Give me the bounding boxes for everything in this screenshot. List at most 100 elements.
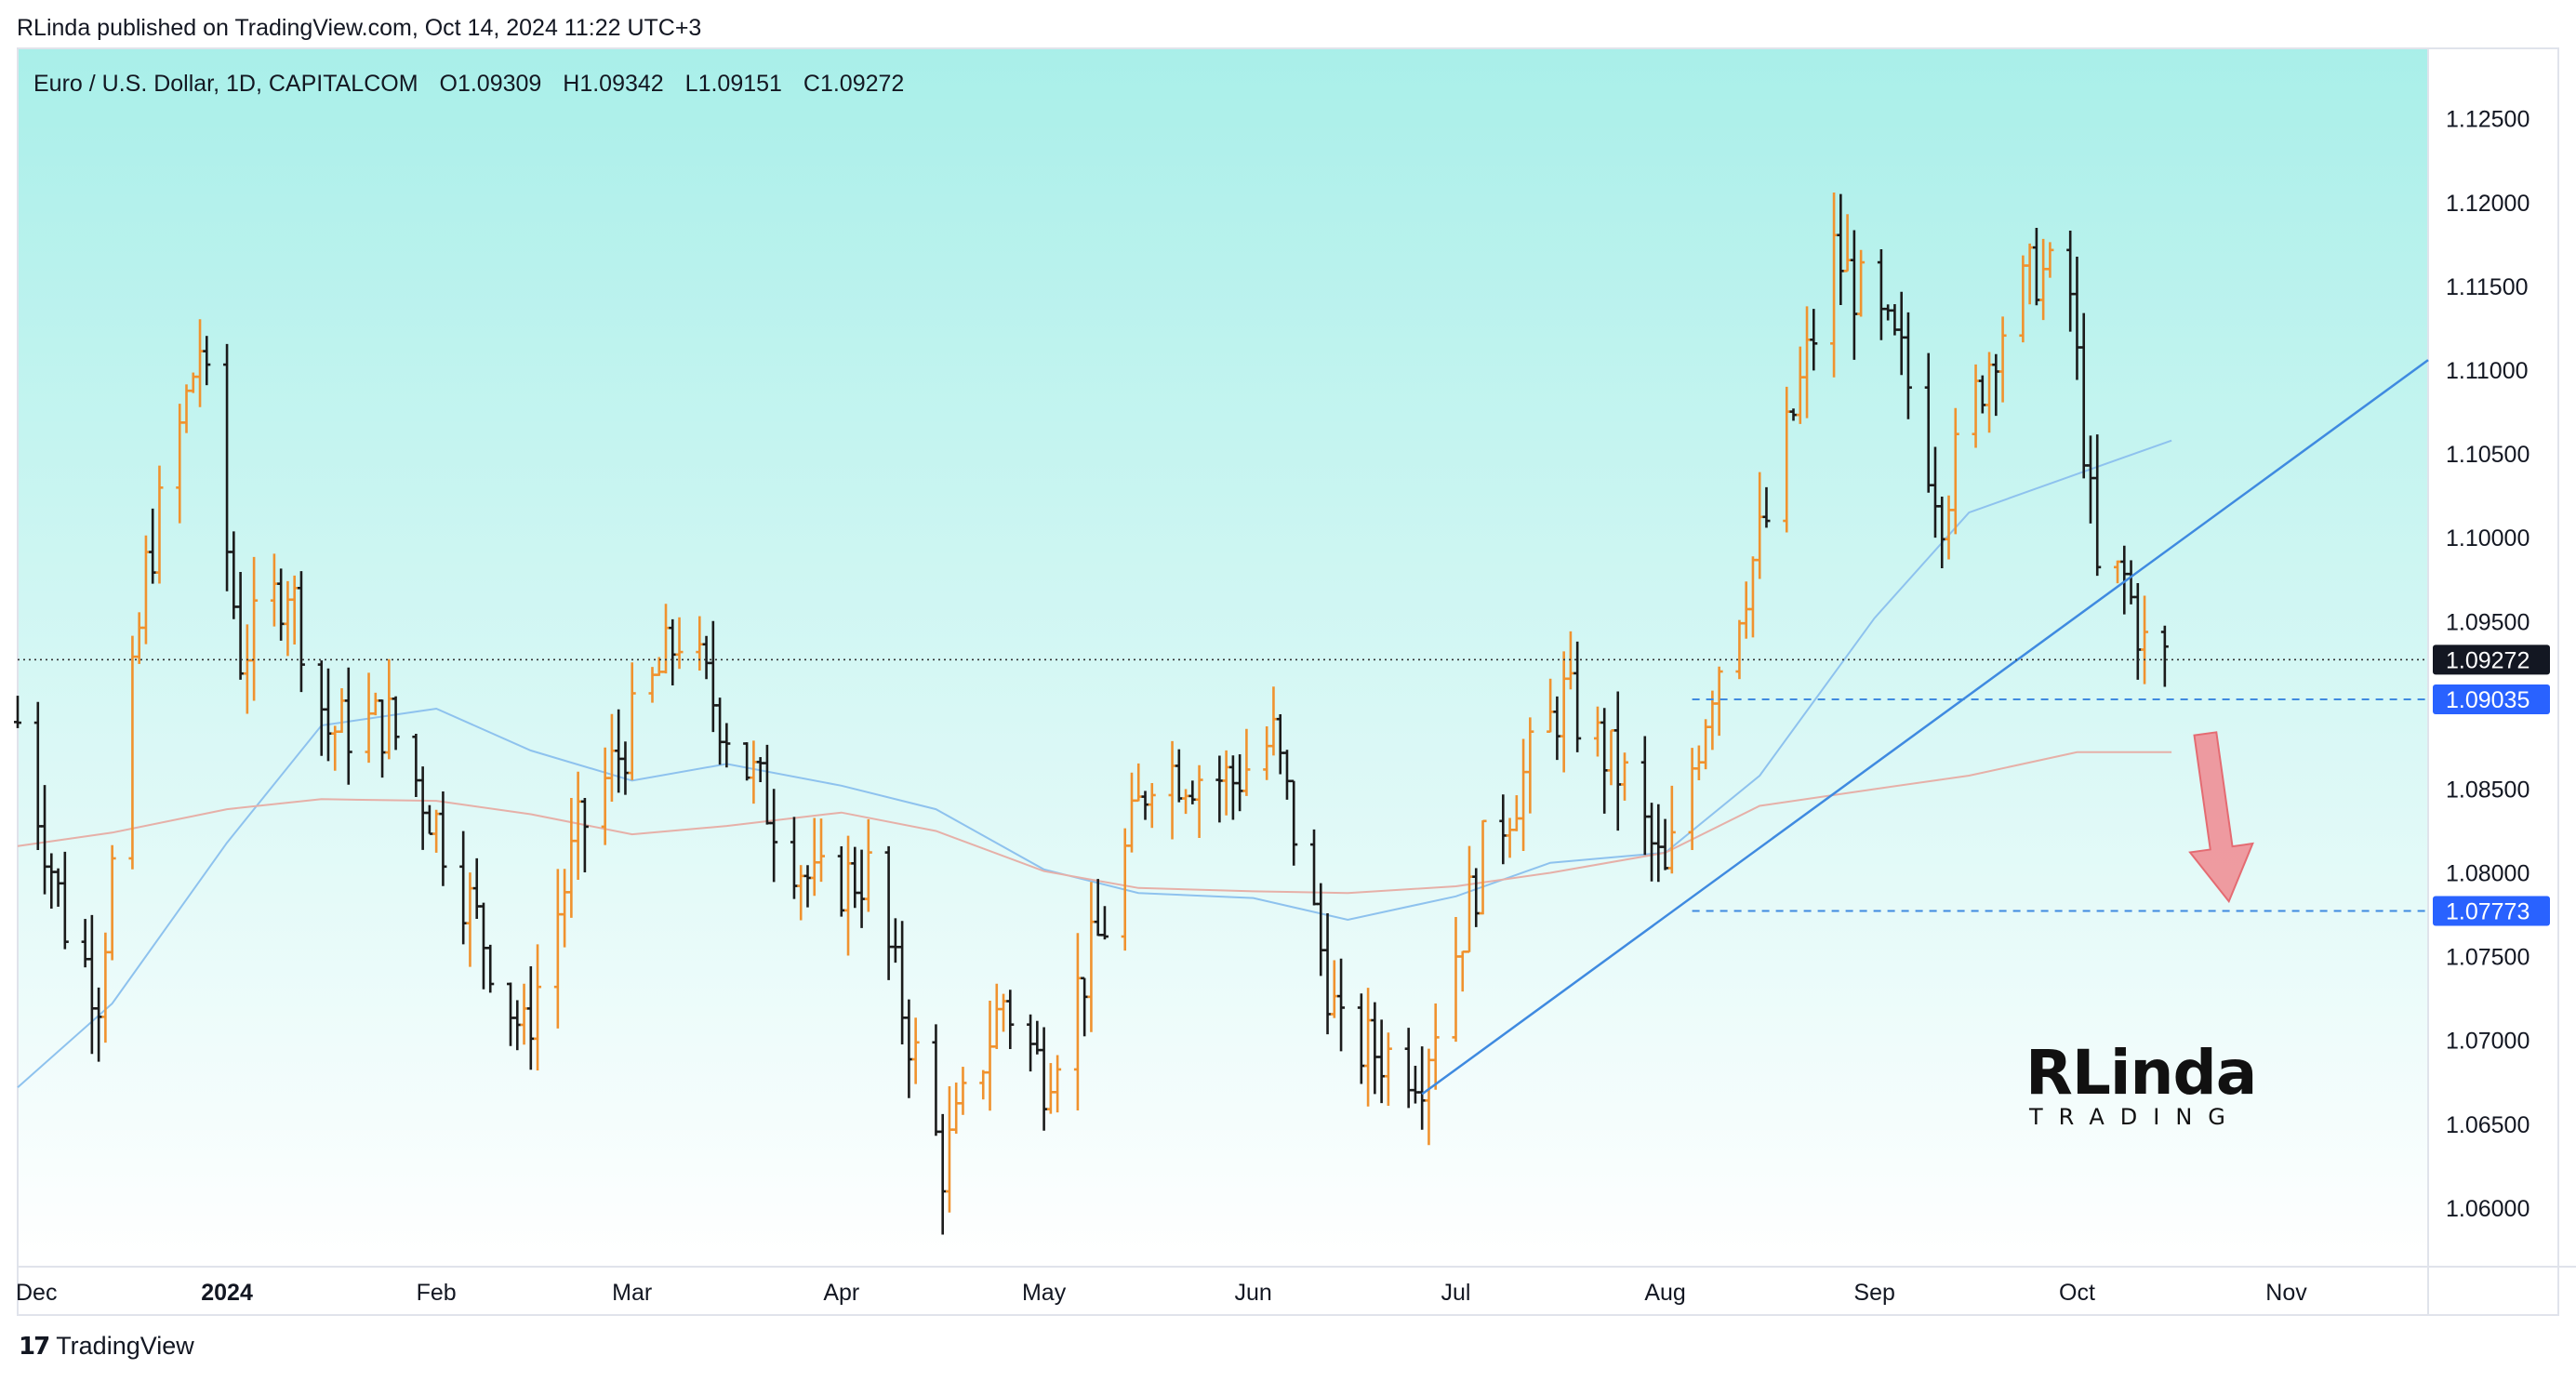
ohlc-bar: [1857, 249, 1866, 317]
ohlc-bar: [1762, 486, 1771, 528]
ohlc-bar: [1479, 819, 1487, 915]
ohlc-bar: [534, 944, 542, 1071]
ohlc-bar: [1621, 752, 1628, 801]
watermark-line2: TRADING: [2029, 1104, 2241, 1130]
time-tick-label: Feb: [417, 1280, 457, 1306]
ohlc-bar: [297, 571, 305, 693]
ohlc-bar: [2046, 242, 2054, 278]
price-axis[interactable]: 1.12500 1.12000 1.11500 1.11000 1.10500 1.100…: [2433, 107, 2550, 1222]
ohlc-bar: [1431, 1003, 1440, 1090]
ohlc-bar: [2141, 595, 2149, 684]
price-tick-label: 1.10000: [2446, 525, 2530, 551]
level-price-label-bg: [2433, 684, 2550, 715]
ohlc-bar: [1006, 990, 1015, 1050]
time-tick-label: Sep: [1853, 1280, 1894, 1306]
time-tick-label: Aug: [1644, 1280, 1685, 1306]
price-tick-label: 1.11500: [2446, 274, 2529, 300]
ohlc-bar: [108, 844, 116, 961]
ohlc-bar: [959, 1067, 967, 1115]
time-tick-label: Oct: [2059, 1280, 2095, 1306]
moving-average-fast: [17, 439, 2172, 1088]
ohlc-bar: [628, 662, 636, 780]
ohlc-bar: [1100, 906, 1109, 940]
level-price-label-bg: [2433, 896, 2550, 926]
ohlc-bar: [1054, 1055, 1062, 1113]
price-tick-label: 1.09500: [2446, 609, 2530, 635]
rlinda-trading-watermark: RLinda TRADING: [2025, 1037, 2257, 1139]
ohlc-bar: [1998, 316, 2007, 403]
price-tick-label: 1.08000: [2446, 861, 2530, 887]
bearish-forecast-arrow[interactable]: [2174, 729, 2261, 906]
moving-average-slow: [17, 751, 2172, 895]
tradingview-footer[interactable]: 17 TradingView: [19, 1332, 194, 1361]
ohlc-bar: [1526, 717, 1534, 814]
chart-legend: Euro / U.S. Dollar, 1D, CAPITALCOM O1.09…: [33, 71, 904, 97]
price-tick-label: 1.08500: [2446, 777, 2530, 803]
time-axis[interactable]: Dec 2024 Feb Mar Apr May Jun Jul Aug Sep Oct Nov: [16, 1280, 2307, 1306]
ohlc-bar: [911, 1017, 920, 1084]
ohlc-bar: [486, 944, 495, 993]
ohlc-bar: [1242, 728, 1251, 796]
time-tick-label: Jul: [1441, 1280, 1471, 1306]
price-bars: [14, 193, 2169, 1235]
legend-symbol: Euro / U.S. Dollar, 1D, CAPITALCOM: [33, 71, 418, 97]
price-tick-label: 1.10500: [2446, 442, 2530, 468]
price-tick-label: 1.06500: [2446, 1112, 2530, 1138]
ohlc-bar: [675, 617, 684, 670]
tradingview-logo-icon: 17: [19, 1332, 50, 1361]
ohlc-bar: [439, 791, 447, 886]
legend-close: C1.09272: [803, 71, 904, 97]
ohlc-bar: [2160, 625, 2169, 687]
ohlc-bar: [1810, 309, 1818, 371]
ohlc-bar: [60, 851, 69, 950]
price-tick-label: 1.07500: [2446, 945, 2530, 971]
ohlc-bar: [344, 667, 352, 785]
current-price-label: 1.09272: [2446, 647, 2530, 673]
ohlc-bar: [1384, 1032, 1392, 1107]
ohlc-bar: [580, 798, 589, 872]
ohlc-bar: [392, 696, 400, 751]
time-tick-label: Dec: [16, 1280, 57, 1306]
price-tick-label: 1.06000: [2446, 1196, 2530, 1222]
price-tick-label: 1.07000: [2446, 1029, 2530, 1055]
ohlc-bar: [1667, 785, 1676, 874]
time-tick-label: 2024: [201, 1280, 253, 1306]
ohlc-bar: [1195, 764, 1203, 838]
ohlc-bar: [864, 818, 872, 912]
ohlc-bar: [1715, 666, 1723, 737]
drawings: [18, 359, 2429, 1096]
price-tick-label: 1.12500: [2446, 107, 2530, 133]
support-trendline[interactable]: [1421, 359, 2429, 1096]
chart-frame: [17, 47, 2559, 1316]
ohlc-bar: [770, 789, 778, 883]
ohlc-bar: [1148, 783, 1156, 829]
plot-background: [18, 48, 2428, 1267]
ohlc-bar: [1290, 779, 1298, 866]
time-tick-label: Apr: [823, 1280, 859, 1306]
price-tick-label: 1.11000: [2446, 358, 2529, 384]
legend-open: O1.09309: [440, 71, 542, 97]
time-tick-label: Mar: [612, 1280, 652, 1306]
current-price-label-bg: [2433, 644, 2550, 675]
moving-averages: [17, 439, 2172, 1088]
ohlc-bar: [723, 723, 731, 768]
time-tick-label: Nov: [2265, 1280, 2307, 1306]
publisher-line: RLinda published on TradingView.com, Oct…: [17, 15, 702, 41]
time-tick-label: Jun: [1235, 1280, 1272, 1306]
price-tick-label: 1.12000: [2446, 191, 2530, 217]
ohlc-bar: [1904, 312, 1912, 419]
ohlc-bar: [203, 336, 211, 386]
legend-low: L1.09151: [685, 71, 782, 97]
ohlc-bar: [1337, 958, 1346, 1052]
ohlc-bar: [155, 465, 164, 584]
ohlc-bar: [817, 818, 825, 883]
ohlc-bar: [14, 696, 21, 728]
ohlc-bar: [1573, 641, 1582, 752]
ohlc-bar: [1951, 407, 1959, 535]
ohlc-bar: [2093, 434, 2102, 577]
level-price-label: 1.07773: [2446, 898, 2530, 924]
tradingview-brand: TradingView: [56, 1332, 194, 1360]
watermark-line1: RLinda: [2025, 1037, 2257, 1109]
level-price-label: 1.09035: [2446, 687, 2530, 713]
